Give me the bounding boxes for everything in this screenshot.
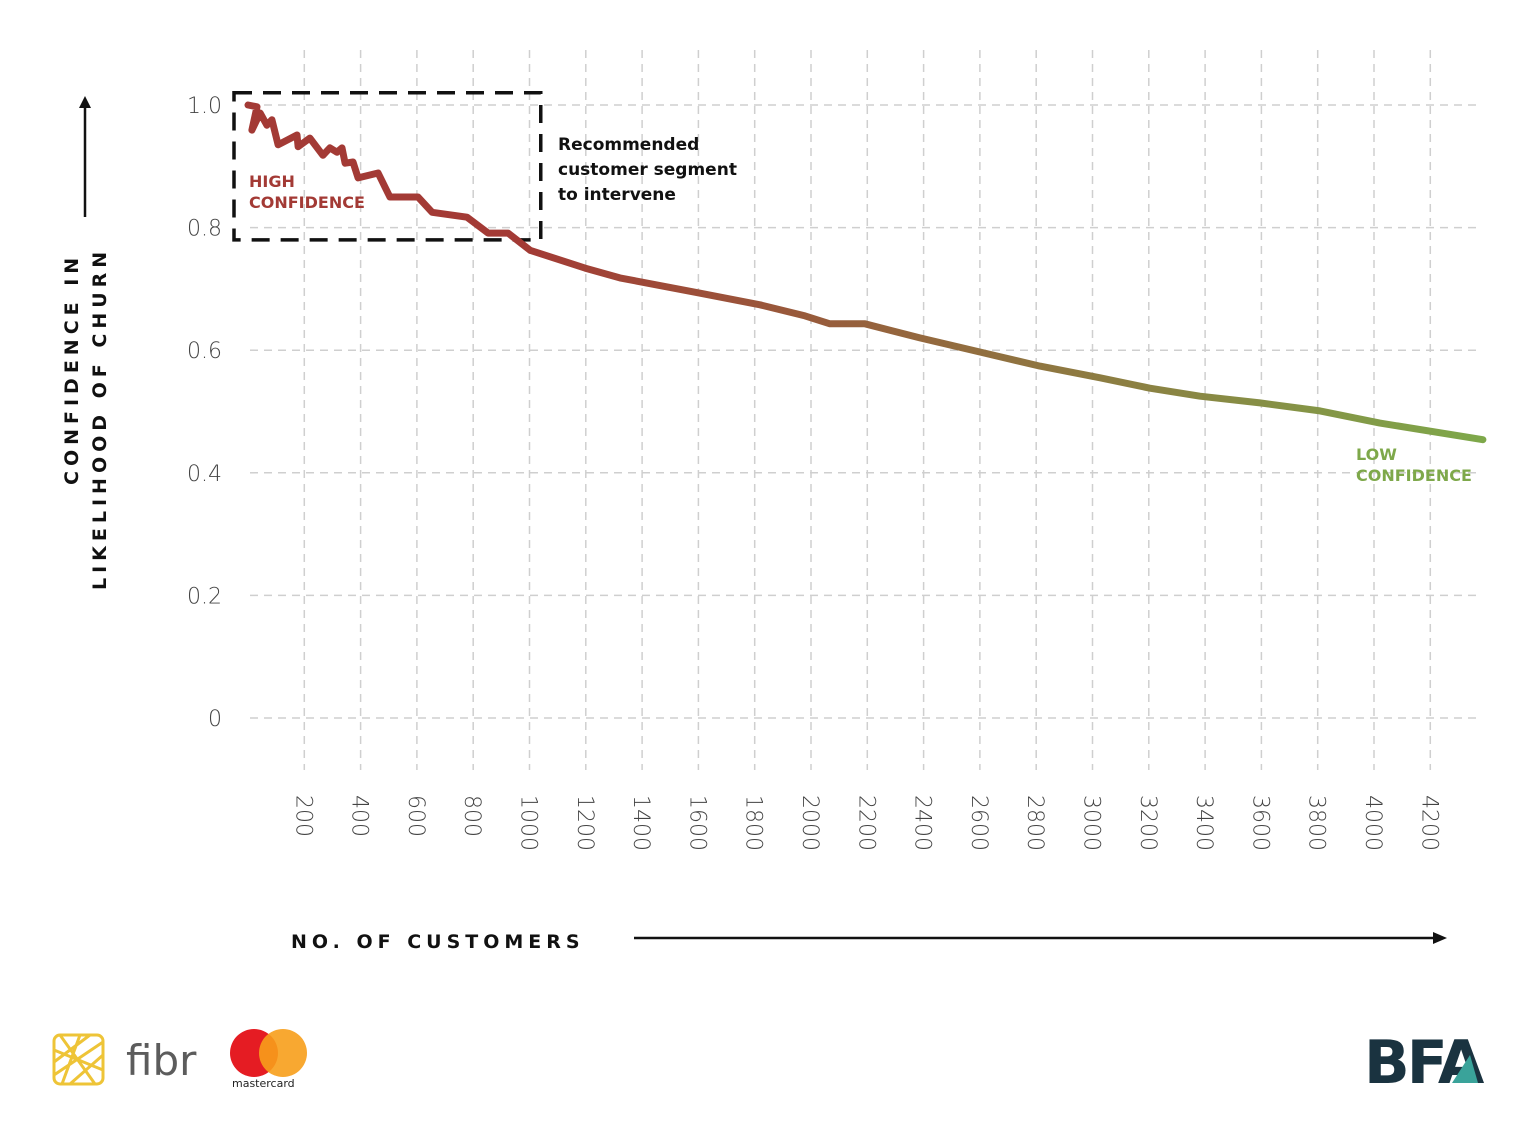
- x-tick-label: 3800: [1304, 795, 1329, 851]
- high-confidence-label-2: CONFIDENCE: [249, 193, 365, 212]
- high-confidence-label-1: HIGH: [249, 172, 295, 191]
- x-tick-label: 2400: [910, 795, 935, 851]
- fibr-logo: fibr: [126, 1036, 197, 1085]
- x-tick-label: 2600: [966, 795, 991, 851]
- x-tick-label: 4200: [1416, 795, 1441, 851]
- annotation-recommended-1: Recommended: [558, 135, 699, 155]
- x-tick-label: 200: [290, 795, 315, 837]
- y-tick-label: 0.8: [187, 217, 222, 242]
- fibr-logo-icon: [52, 1033, 105, 1086]
- mastercard-logo: mastercard: [232, 1077, 295, 1090]
- x-axis-arrow: [634, 932, 1447, 944]
- y-axis-title-2: LIKELIHOOD OF CHURN: [89, 247, 111, 590]
- mastercard-logo-icon: [230, 1029, 307, 1077]
- annotation-recommended-3: to intervene: [558, 185, 676, 205]
- x-tick-label: 2000: [797, 795, 822, 851]
- x-tick-label: 1000: [516, 795, 541, 851]
- x-tick-label: 1400: [628, 795, 653, 851]
- recommended-segment-box: [232, 90, 543, 242]
- x-tick-label: 1800: [741, 795, 766, 851]
- low-confidence-label-1: LOW: [1356, 445, 1397, 464]
- x-tick-label: 800: [459, 795, 484, 837]
- bfa-logo-accent-icon: [1452, 1055, 1478, 1083]
- x-tick-labels: 200 400 600 800 1000 1200 1400 1600 1800 2000 2200…: [290, 795, 1441, 851]
- x-tick-label: 2800: [1022, 795, 1047, 851]
- x-tick-label: 3400: [1191, 795, 1216, 851]
- x-tick-label: 2200: [853, 795, 878, 851]
- x-tick-label: 4000: [1360, 795, 1385, 851]
- x-tick-label: 3200: [1135, 795, 1160, 851]
- y-tick-label: 0.6: [187, 339, 222, 364]
- x-tick-label: 1200: [572, 795, 597, 851]
- series-line: [244, 101, 1487, 444]
- x-tick-label: 400: [347, 795, 372, 837]
- x-tick-label: 1600: [684, 795, 709, 851]
- x-tick-label: 600: [403, 795, 428, 837]
- y-axis-title-1: CONFIDENCE IN: [61, 253, 83, 485]
- x-axis-title: NO. OF CUSTOMERS: [291, 931, 585, 953]
- y-tick-labels: 0 0.2 0.4 0.6 0.8 1.0: [187, 94, 222, 732]
- x-tick-label: 3000: [1079, 795, 1104, 851]
- y-tick-label: 0.2: [187, 584, 222, 609]
- y-tick-label: 1.0: [187, 94, 222, 119]
- x-tick-label: 3600: [1247, 795, 1272, 851]
- grid: [250, 50, 1482, 770]
- low-confidence-label-2: CONFIDENCE: [1356, 466, 1472, 485]
- y-tick-label: 0.4: [187, 462, 222, 487]
- annotation-recommended-2: customer segment: [558, 160, 737, 180]
- y-axis-arrow: [79, 96, 91, 217]
- y-tick-label: 0: [208, 707, 222, 732]
